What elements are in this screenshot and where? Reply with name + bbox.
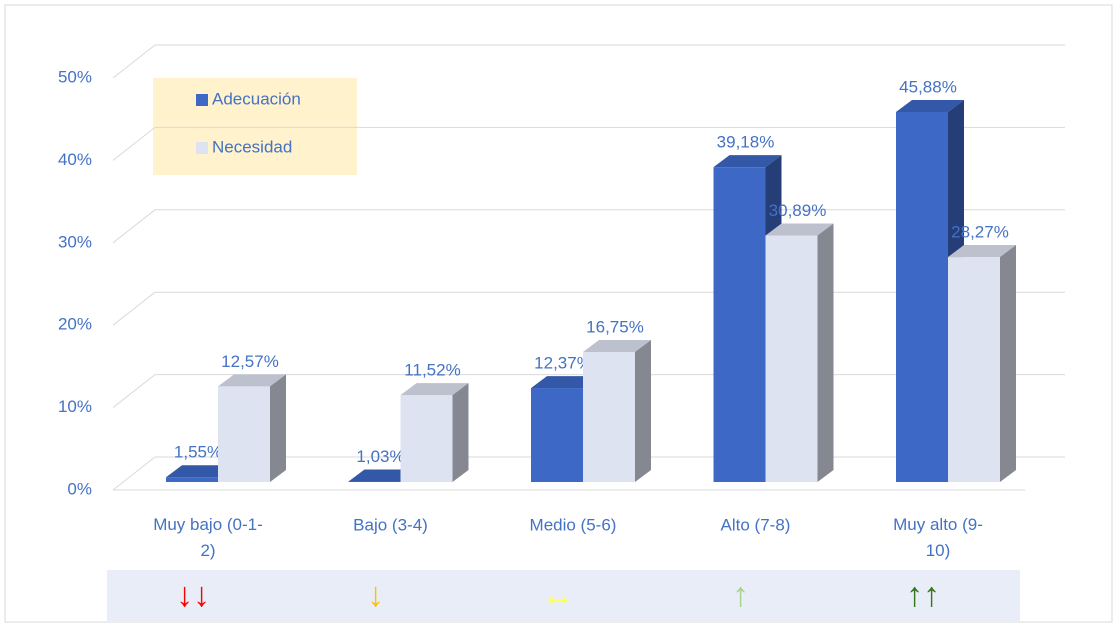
bar-top bbox=[166, 465, 234, 478]
grid-line bbox=[112, 127, 156, 161]
x-tick-label: Alto (7-8) bbox=[721, 515, 791, 534]
y-tick-label: 50% bbox=[58, 67, 92, 86]
y-tick-label: 30% bbox=[58, 232, 92, 251]
bar-top bbox=[218, 374, 286, 387]
legend-box bbox=[153, 78, 357, 175]
bar-front bbox=[400, 395, 453, 482]
bar-front bbox=[583, 351, 635, 482]
grid-line bbox=[112, 209, 156, 244]
indicator: ↑↑ bbox=[906, 576, 940, 614]
x-tick-label: Bajo (3-4) bbox=[353, 515, 428, 534]
indicator: ↓↓ bbox=[176, 576, 210, 614]
y-tick-label: 20% bbox=[58, 315, 92, 334]
bar-top bbox=[531, 376, 599, 389]
bar-side bbox=[452, 383, 469, 482]
y-tick-label: 10% bbox=[58, 397, 92, 416]
data-label: 30,89% bbox=[769, 201, 827, 220]
bar-front bbox=[531, 388, 583, 482]
bar-side bbox=[635, 339, 651, 482]
bar-top bbox=[713, 155, 782, 168]
legend-swatch bbox=[196, 142, 208, 154]
grid-line bbox=[112, 374, 156, 408]
data-label: 11,52% bbox=[404, 361, 460, 380]
data-label: 1,55% bbox=[174, 443, 222, 462]
indicator: ↓ bbox=[367, 576, 384, 614]
bar-front bbox=[765, 235, 818, 482]
data-label: 45,88% bbox=[899, 77, 957, 96]
y-tick-label: 40% bbox=[58, 150, 92, 169]
x-tick-label: Medio (5-6) bbox=[530, 515, 617, 534]
bar-top bbox=[400, 383, 469, 396]
data-label: 12,37% bbox=[534, 354, 592, 373]
x-tick-label: Muy alto (9-10) bbox=[893, 515, 983, 560]
legend-label: Adecuación bbox=[212, 89, 301, 108]
legend-label: Necesidad bbox=[212, 137, 292, 156]
x-tick-label: Muy bajo (0-1-2) bbox=[153, 515, 263, 560]
bar-side bbox=[270, 374, 286, 482]
bar-front bbox=[948, 257, 1000, 482]
bar-side bbox=[1000, 245, 1016, 482]
bar-front bbox=[218, 386, 270, 482]
bar-side bbox=[817, 223, 834, 482]
grid-line bbox=[112, 456, 156, 491]
grid-line bbox=[112, 44, 156, 79]
indicator: ↔ bbox=[541, 576, 575, 614]
bar-top bbox=[348, 469, 417, 482]
grid-line bbox=[112, 291, 156, 326]
bar-front bbox=[896, 111, 948, 483]
indicator-strip bbox=[107, 570, 1020, 622]
y-tick-label: 0% bbox=[67, 479, 92, 498]
indicator: ↑ bbox=[732, 576, 749, 614]
data-label: 12,57% bbox=[221, 352, 279, 371]
data-label: 39,18% bbox=[717, 133, 775, 152]
data-label: 1,03% bbox=[356, 447, 404, 466]
data-label: 16,75% bbox=[586, 317, 644, 336]
data-label: 28,27% bbox=[951, 223, 1009, 242]
bar-front bbox=[713, 167, 766, 482]
legend-swatch bbox=[196, 94, 208, 106]
bar-top bbox=[896, 99, 964, 112]
bar-top bbox=[583, 339, 651, 352]
bar-top bbox=[948, 245, 1016, 258]
bar-top bbox=[765, 223, 834, 236]
bar-front bbox=[166, 477, 218, 482]
